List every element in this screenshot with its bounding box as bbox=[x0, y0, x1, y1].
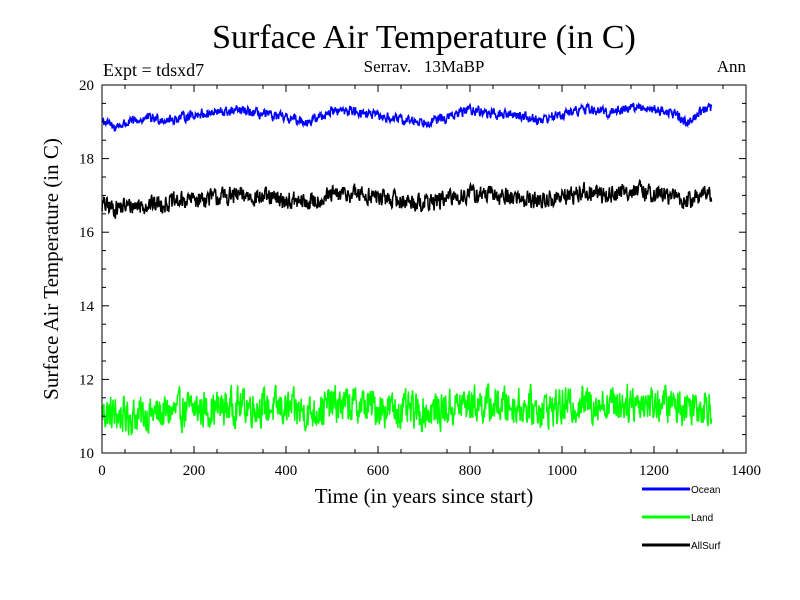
plot-area: 0 200 400 600 800 1000 1200 1400 10 12 14 16 18 20 bbox=[79, 78, 761, 479]
series-line-land bbox=[101, 383, 713, 436]
x-tick-label: 1400 bbox=[731, 463, 761, 479]
y-tick-label: 16 bbox=[79, 225, 95, 241]
x-axis-label: Time (in years since start) bbox=[315, 484, 534, 508]
x-tick-label: 0 bbox=[98, 463, 106, 479]
season-label: Ann bbox=[717, 57, 747, 76]
x-tick-label: 1000 bbox=[547, 463, 577, 479]
y-tick-label: 10 bbox=[79, 446, 94, 462]
y-tick-label: 14 bbox=[79, 299, 95, 315]
legend-label-allsurf: AllSurf bbox=[691, 541, 721, 552]
legend: Ocean Land AllSurf bbox=[642, 485, 721, 552]
x-tick-label: 800 bbox=[459, 463, 482, 479]
period-label: Serrav. 13MaBP bbox=[364, 57, 485, 76]
y-tick-label: 18 bbox=[79, 152, 94, 168]
x-axis: 0 200 400 600 800 1000 1200 1400 bbox=[98, 85, 761, 479]
y-tick-label: 12 bbox=[79, 372, 94, 388]
x-tick-label: 1200 bbox=[639, 463, 669, 479]
y-axis-label: Surface Air Temperature (in C) bbox=[39, 138, 63, 400]
chart-title: Surface Air Temperature (in C) bbox=[212, 19, 636, 56]
legend-label-land: Land bbox=[691, 513, 713, 524]
x-tick-label: 200 bbox=[183, 463, 206, 479]
experiment-label: Expt = tdsxd7 bbox=[103, 60, 204, 80]
legend-label-ocean: Ocean bbox=[691, 485, 720, 496]
series-line-allsurf bbox=[101, 178, 713, 219]
x-tick-label: 400 bbox=[275, 463, 298, 479]
x-tick-label: 600 bbox=[367, 463, 390, 479]
y-tick-label: 20 bbox=[79, 78, 94, 94]
y-axis: 10 12 14 16 18 20 bbox=[79, 78, 746, 462]
series-line-ocean bbox=[101, 101, 713, 132]
series-group bbox=[101, 101, 713, 436]
